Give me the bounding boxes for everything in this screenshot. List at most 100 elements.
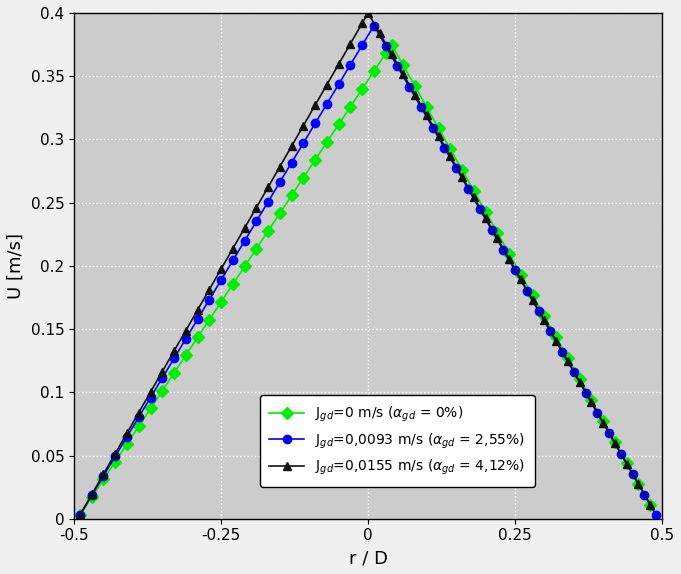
J$_{gd}$=0,0093 m/s ($\alpha_{gd}$ = 2,55%) — [488, 226, 496, 233]
J$_{gd}$=0,0155 m/s ($\alpha_{gd}$ = 4,12%) — [205, 286, 213, 293]
J$_{gd}$=0,0155 m/s ($\alpha_{gd}$ = 4,12%) — [240, 224, 249, 231]
J$_{gd}$=0,0155 m/s ($\alpha_{gd}$ = 4,12%) — [311, 102, 319, 108]
J$_{gd}$=0,0093 m/s ($\alpha_{gd}$ = 2,55%) — [205, 296, 213, 303]
J$_{gd}$=0 m/s ($\alpha_{gd}$ = 0%) — [517, 271, 525, 278]
Line: J$_{gd}$=0,0155 m/s ($\alpha_{gd}$ = 4,12%): J$_{gd}$=0,0155 m/s ($\alpha_{gd}$ = 4,1… — [76, 9, 654, 519]
J$_{gd}$=0,0093 m/s ($\alpha_{gd}$ = 2,55%) — [640, 491, 648, 498]
J$_{gd}$=0,0093 m/s ($\alpha_{gd}$ = 2,55%) — [276, 179, 284, 185]
J$_{gd}$=0,0093 m/s ($\alpha_{gd}$ = 2,55%) — [88, 492, 96, 499]
J$_{gd}$=0,0155 m/s ($\alpha_{gd}$ = 4,12%) — [123, 429, 131, 436]
J$_{gd}$=0 m/s ($\alpha_{gd}$ = 0%) — [170, 370, 178, 377]
J$_{gd}$=0 m/s ($\alpha_{gd}$ = 0%) — [111, 458, 119, 465]
J$_{gd}$=0,0093 m/s ($\alpha_{gd}$ = 2,55%) — [558, 348, 566, 355]
J$_{gd}$=0 m/s ($\alpha_{gd}$ = 0%) — [493, 229, 501, 236]
J$_{gd}$=0,0155 m/s ($\alpha_{gd}$ = 4,12%) — [158, 368, 166, 375]
J$_{gd}$=0,0093 m/s ($\alpha_{gd}$ = 2,55%) — [264, 199, 272, 205]
J$_{gd}$=0,0155 m/s ($\alpha_{gd}$ = 4,12%) — [387, 51, 396, 57]
J$_{gd}$=0,0093 m/s ($\alpha_{gd}$ = 2,55%) — [334, 81, 343, 88]
J$_{gd}$=0,0155 m/s ($\alpha_{gd}$ = 4,12%) — [252, 204, 260, 211]
J$_{gd}$=0 m/s ($\alpha_{gd}$ = 0%) — [611, 439, 619, 445]
J$_{gd}$=0,0093 m/s ($\alpha_{gd}$ = 2,55%) — [111, 453, 119, 460]
J$_{gd}$=0,0155 m/s ($\alpha_{gd}$ = 4,12%) — [193, 307, 202, 313]
J$_{gd}$=0 m/s ($\alpha_{gd}$ = 0%) — [446, 146, 454, 153]
J$_{gd}$=0,0093 m/s ($\alpha_{gd}$ = 2,55%) — [511, 267, 519, 274]
J$_{gd}$=0,0155 m/s ($\alpha_{gd}$ = 4,12%) — [411, 91, 419, 98]
J$_{gd}$=0,0155 m/s ($\alpha_{gd}$ = 4,12%) — [229, 245, 237, 252]
J$_{gd}$=0 m/s ($\alpha_{gd}$ = 0%) — [240, 263, 249, 270]
J$_{gd}$=0 m/s ($\alpha_{gd}$ = 0%) — [470, 188, 478, 195]
J$_{gd}$=0,0093 m/s ($\alpha_{gd}$ = 2,55%) — [135, 414, 143, 421]
J$_{gd}$=0,0093 m/s ($\alpha_{gd}$ = 2,55%) — [252, 218, 260, 225]
J$_{gd}$=0,0093 m/s ($\alpha_{gd}$ = 2,55%) — [394, 63, 402, 70]
J$_{gd}$=0 m/s ($\alpha_{gd}$ = 0%) — [370, 68, 378, 75]
J$_{gd}$=0,0155 m/s ($\alpha_{gd}$ = 4,12%) — [217, 266, 225, 273]
J$_{gd}$=0 m/s ($\alpha_{gd}$ = 0%) — [311, 157, 319, 164]
J$_{gd}$=0,0155 m/s ($\alpha_{gd}$ = 4,12%) — [575, 378, 584, 385]
J$_{gd}$=0,0093 m/s ($\alpha_{gd}$ = 2,55%) — [452, 165, 460, 172]
J$_{gd}$=0 m/s ($\alpha_{gd}$ = 0%) — [505, 250, 513, 257]
J$_{gd}$=0,0155 m/s ($\alpha_{gd}$ = 4,12%) — [146, 389, 155, 395]
J$_{gd}$=0,0093 m/s ($\alpha_{gd}$ = 2,55%) — [358, 42, 366, 49]
J$_{gd}$=0,0155 m/s ($\alpha_{gd}$ = 4,12%) — [364, 10, 372, 17]
J$_{gd}$=0,0155 m/s ($\alpha_{gd}$ = 4,12%) — [376, 30, 384, 37]
J$_{gd}$=0 m/s ($\alpha_{gd}$ = 0%) — [540, 313, 548, 320]
J$_{gd}$=0 m/s ($\alpha_{gd}$ = 0%) — [217, 298, 225, 305]
J$_{gd}$=0,0155 m/s ($\alpha_{gd}$ = 4,12%) — [599, 420, 607, 426]
J$_{gd}$=0,0093 m/s ($\alpha_{gd}$ = 2,55%) — [617, 451, 625, 457]
J$_{gd}$=0 m/s ($\alpha_{gd}$ = 0%) — [635, 480, 643, 487]
J$_{gd}$=0,0093 m/s ($\alpha_{gd}$ = 2,55%) — [311, 120, 319, 127]
J$_{gd}$=0,0093 m/s ($\alpha_{gd}$ = 2,55%) — [582, 389, 590, 396]
J$_{gd}$=0 m/s ($\alpha_{gd}$ = 0%) — [387, 41, 396, 48]
J$_{gd}$=0,0093 m/s ($\alpha_{gd}$ = 2,55%) — [229, 257, 237, 264]
J$_{gd}$=0 m/s ($\alpha_{gd}$ = 0%) — [287, 192, 296, 199]
J$_{gd}$=0,0093 m/s ($\alpha_{gd}$ = 2,55%) — [217, 277, 225, 284]
J$_{gd}$=0 m/s ($\alpha_{gd}$ = 0%) — [481, 208, 490, 215]
J$_{gd}$=0,0155 m/s ($\alpha_{gd}$ = 4,12%) — [287, 143, 296, 150]
J$_{gd}$=0,0093 m/s ($\alpha_{gd}$ = 2,55%) — [193, 316, 202, 323]
J$_{gd}$=0,0155 m/s ($\alpha_{gd}$ = 4,12%) — [264, 184, 272, 191]
J$_{gd}$=0,0155 m/s ($\alpha_{gd}$ = 4,12%) — [111, 450, 119, 457]
J$_{gd}$=0 m/s ($\alpha_{gd}$ = 0%) — [323, 139, 331, 146]
J$_{gd}$=0 m/s ($\alpha_{gd}$ = 0%) — [276, 210, 284, 216]
J$_{gd}$=0,0155 m/s ($\alpha_{gd}$ = 4,12%) — [135, 409, 143, 416]
J$_{gd}$=0,0155 m/s ($\alpha_{gd}$ = 4,12%) — [635, 481, 643, 488]
X-axis label: r / D: r / D — [349, 549, 387, 567]
J$_{gd}$=0,0155 m/s ($\alpha_{gd}$ = 4,12%) — [323, 81, 331, 88]
J$_{gd}$=0,0155 m/s ($\alpha_{gd}$ = 4,12%) — [493, 235, 501, 242]
Y-axis label: U [m/s]: U [m/s] — [7, 233, 25, 299]
J$_{gd}$=0 m/s ($\alpha_{gd}$ = 0%) — [458, 166, 466, 173]
J$_{gd}$=0 m/s ($\alpha_{gd}$ = 0%) — [123, 440, 131, 447]
J$_{gd}$=0,0093 m/s ($\alpha_{gd}$ = 2,55%) — [441, 145, 449, 152]
J$_{gd}$=0 m/s ($\alpha_{gd}$ = 0%) — [587, 397, 595, 404]
J$_{gd}$=0,0093 m/s ($\alpha_{gd}$ = 2,55%) — [523, 287, 531, 294]
J$_{gd}$=0,0093 m/s ($\alpha_{gd}$ = 2,55%) — [475, 205, 484, 212]
J$_{gd}$=0,0093 m/s ($\alpha_{gd}$ = 2,55%) — [629, 471, 637, 478]
J$_{gd}$=0,0155 m/s ($\alpha_{gd}$ = 4,12%) — [88, 491, 96, 498]
J$_{gd}$=0,0155 m/s ($\alpha_{gd}$ = 4,12%) — [517, 276, 525, 283]
J$_{gd}$=0 m/s ($\alpha_{gd}$ = 0%) — [358, 86, 366, 92]
J$_{gd}$=0,0155 m/s ($\alpha_{gd}$ = 4,12%) — [646, 501, 654, 508]
J$_{gd}$=0,0093 m/s ($\alpha_{gd}$ = 2,55%) — [299, 139, 307, 146]
J$_{gd}$=0 m/s ($\alpha_{gd}$ = 0%) — [135, 423, 143, 430]
J$_{gd}$=0 m/s ($\alpha_{gd}$ = 0%) — [99, 476, 108, 483]
J$_{gd}$=0,0093 m/s ($\alpha_{gd}$ = 2,55%) — [428, 124, 437, 131]
J$_{gd}$=0 m/s ($\alpha_{gd}$ = 0%) — [334, 121, 343, 128]
J$_{gd}$=0,0155 m/s ($\alpha_{gd}$ = 4,12%) — [458, 173, 466, 180]
Line: J$_{gd}$=0 m/s ($\alpha_{gd}$ = 0%): J$_{gd}$=0 m/s ($\alpha_{gd}$ = 0%) — [76, 40, 654, 519]
J$_{gd}$=0 m/s ($\alpha_{gd}$ = 0%) — [381, 50, 390, 57]
J$_{gd}$=0 m/s ($\alpha_{gd}$ = 0%) — [88, 494, 96, 501]
J$_{gd}$=0,0093 m/s ($\alpha_{gd}$ = 2,55%) — [99, 472, 108, 479]
Legend: J$_{gd}$=0 m/s ($\alpha_{gd}$ = 0%), J$_{gd}$=0,0093 m/s ($\alpha_{gd}$ = 2,55%): J$_{gd}$=0 m/s ($\alpha_{gd}$ = 0%), J$_… — [259, 395, 535, 487]
J$_{gd}$=0,0093 m/s ($\alpha_{gd}$ = 2,55%) — [593, 410, 601, 417]
J$_{gd}$=0 m/s ($\alpha_{gd}$ = 0%) — [528, 292, 537, 299]
J$_{gd}$=0,0093 m/s ($\alpha_{gd}$ = 2,55%) — [405, 83, 413, 90]
J$_{gd}$=0,0093 m/s ($\alpha_{gd}$ = 2,55%) — [464, 185, 472, 192]
J$_{gd}$=0,0093 m/s ($\alpha_{gd}$ = 2,55%) — [546, 328, 554, 335]
J$_{gd}$=0,0155 m/s ($\alpha_{gd}$ = 4,12%) — [528, 296, 537, 303]
J$_{gd}$=0,0093 m/s ($\alpha_{gd}$ = 2,55%) — [535, 308, 543, 315]
J$_{gd}$=0,0155 m/s ($\alpha_{gd}$ = 4,12%) — [170, 348, 178, 355]
J$_{gd}$=0,0093 m/s ($\alpha_{gd}$ = 2,55%) — [240, 238, 249, 245]
J$_{gd}$=0,0155 m/s ($\alpha_{gd}$ = 4,12%) — [423, 112, 431, 119]
J$_{gd}$=0,0093 m/s ($\alpha_{gd}$ = 2,55%) — [76, 511, 84, 518]
J$_{gd}$=0 m/s ($\alpha_{gd}$ = 0%) — [158, 387, 166, 394]
